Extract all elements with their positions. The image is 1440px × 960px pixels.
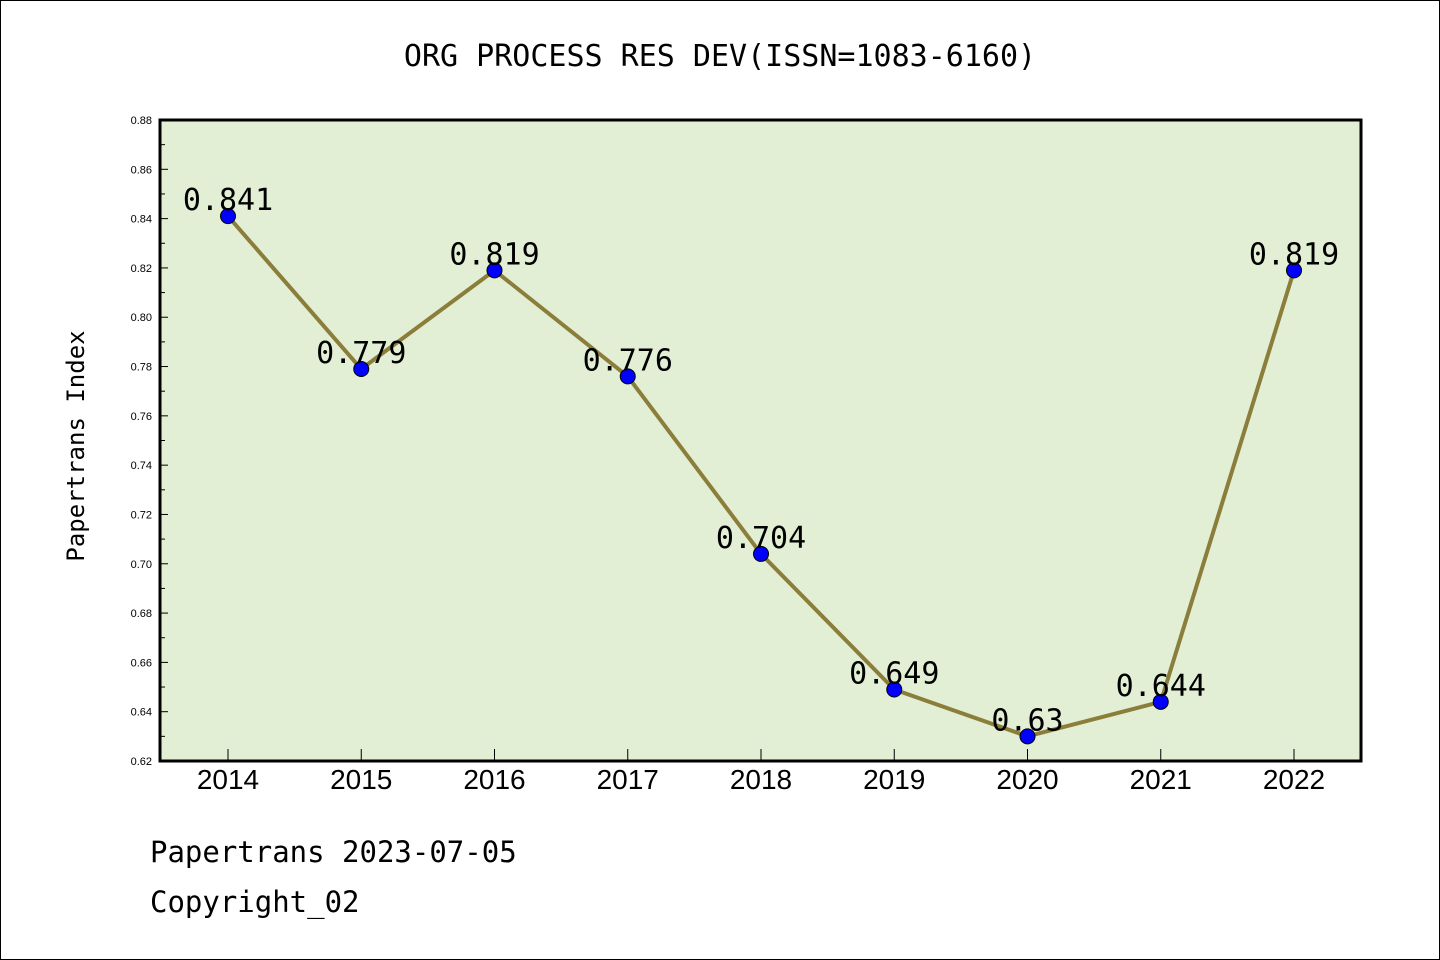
y-tick-label: 0.70 bbox=[131, 559, 152, 571]
plot-area bbox=[158, 118, 1363, 763]
y-axis-ticks: 0.62 0.64 0.66 0.68 0.70 0.72 0.74 0.76 0.78 0.80… bbox=[131, 115, 168, 768]
data-label: 0.644 bbox=[1116, 669, 1206, 704]
x-tick-label: 2016 bbox=[463, 764, 525, 795]
data-point bbox=[1152, 693, 1169, 710]
y-axis-label: Papertrans Index bbox=[62, 330, 90, 561]
data-label: 0.649 bbox=[849, 657, 939, 692]
data-point bbox=[220, 208, 236, 225]
data-label: 0.63 bbox=[991, 703, 1063, 738]
y-tick-label: 0.84 bbox=[131, 214, 152, 226]
data-point bbox=[619, 368, 636, 385]
x-tick-label: 2018 bbox=[730, 764, 792, 795]
data-point bbox=[353, 361, 370, 378]
footer-date-text: Papertrans 2023-07-05 bbox=[150, 835, 517, 869]
y-tick-label: 0.62 bbox=[131, 756, 152, 768]
y-tick-label: 0.72 bbox=[131, 509, 152, 521]
y-tick-label: 0.88 bbox=[131, 115, 152, 127]
x-axis-tick-labels: 2014 2015 2016 2017 2018 2019 2020 2021 2022 bbox=[197, 749, 1325, 795]
data-label: 0.779 bbox=[316, 336, 406, 371]
y-tick-label: 0.74 bbox=[131, 460, 152, 472]
data-point bbox=[1286, 262, 1302, 279]
x-tick-label: 2017 bbox=[597, 764, 659, 795]
data-point bbox=[753, 545, 769, 562]
data-label: 0.704 bbox=[716, 521, 806, 556]
x-tick-label: 2014 bbox=[197, 764, 259, 795]
data-label: 0.776 bbox=[583, 343, 673, 378]
y-tick-label: 0.76 bbox=[131, 411, 152, 423]
y-tick-label: 0.78 bbox=[131, 362, 152, 374]
data-label: 0.841 bbox=[183, 183, 273, 218]
x-tick-label: 2015 bbox=[330, 764, 392, 795]
series-group: 0.841 0.779 0.819 0.776 0.704 0.649 0.63 0.644 0… bbox=[183, 183, 1339, 745]
x-tick-label: 2019 bbox=[863, 764, 925, 795]
y-tick-label: 0.68 bbox=[131, 608, 152, 620]
y-tick-label: 0.64 bbox=[131, 707, 152, 719]
y-tick-label: 0.86 bbox=[131, 164, 152, 176]
x-tick-label: 2021 bbox=[1130, 764, 1192, 795]
data-point bbox=[886, 681, 903, 698]
x-tick-label: 2020 bbox=[996, 764, 1058, 795]
x-tick-label: 2022 bbox=[1263, 764, 1325, 795]
chart-title: ORG PROCESS RES DEV(ISSN=1083-6160) bbox=[404, 39, 1036, 74]
data-label: 0.819 bbox=[449, 237, 539, 272]
data-point bbox=[1019, 728, 1036, 745]
y-tick-label: 0.82 bbox=[131, 263, 152, 275]
footer-copyright-text: Copyright_02 bbox=[150, 885, 360, 919]
y-tick-label: 0.80 bbox=[131, 312, 152, 324]
data-label: 0.819 bbox=[1249, 237, 1339, 272]
data-point bbox=[486, 262, 503, 279]
y-tick-label: 0.66 bbox=[131, 657, 152, 669]
